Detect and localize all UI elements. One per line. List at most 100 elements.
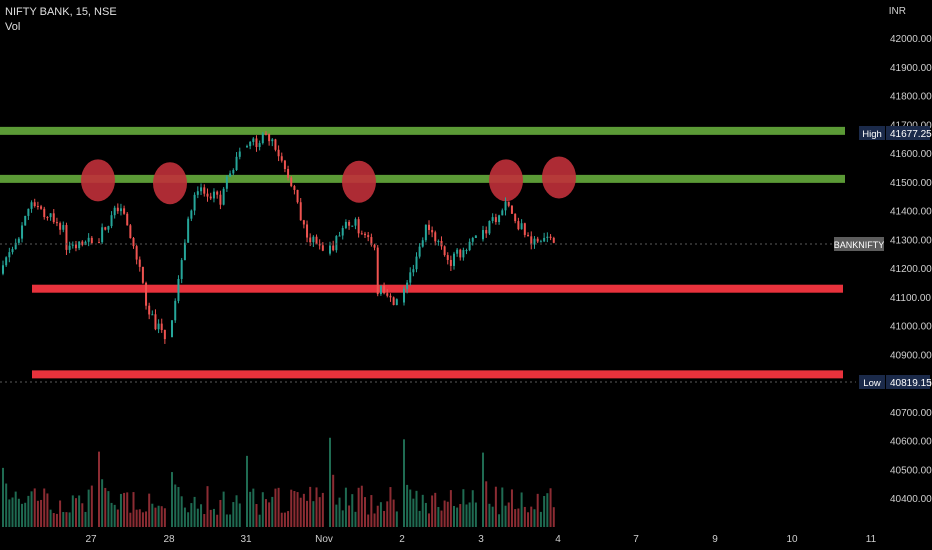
volume-bar — [246, 455, 248, 527]
candle — [123, 205, 126, 215]
resistance-line[interactable] — [0, 126, 845, 135]
price-tick-label: 41500.00 — [890, 178, 932, 189]
touch-marker-circle — [153, 162, 187, 205]
candle — [370, 233, 373, 247]
candle — [418, 243, 421, 259]
volume-indicator-label[interactable]: Vol — [5, 21, 21, 33]
volume-bar — [491, 506, 494, 527]
volume-bar — [459, 504, 462, 527]
price-marker-value-box — [886, 126, 930, 140]
price-marker-tag — [859, 375, 885, 389]
volume-bar — [409, 489, 412, 527]
volume-bar — [321, 492, 324, 527]
candle — [539, 239, 542, 243]
candle — [157, 319, 160, 334]
volume-bar — [145, 511, 148, 527]
candle — [268, 133, 271, 146]
volume-bar — [309, 486, 312, 527]
support-line[interactable] — [32, 284, 843, 293]
candle — [494, 213, 497, 225]
chart-symbol-title: NIFTY BANK, 15, NSE — [5, 6, 117, 18]
candle — [290, 176, 293, 188]
candle — [193, 192, 196, 216]
candle — [177, 275, 180, 304]
touch-marker-circle — [81, 159, 115, 202]
volume-bar — [222, 491, 225, 527]
candle — [428, 220, 430, 235]
volume-bar — [151, 503, 154, 527]
candle — [30, 200, 33, 213]
price-marker-value: 41677.25 — [890, 129, 932, 140]
candle — [533, 236, 536, 249]
candle — [471, 236, 474, 246]
candle — [507, 201, 510, 208]
candle — [409, 267, 412, 286]
candle — [174, 298, 177, 323]
candle — [33, 198, 36, 208]
volume-bar — [335, 504, 338, 527]
candle — [306, 220, 309, 243]
candle — [321, 242, 324, 252]
candle — [87, 233, 90, 247]
touch-marker-circle — [489, 159, 523, 202]
price-tick-label: 40900.00 — [890, 350, 932, 361]
candle — [183, 239, 186, 261]
candle — [383, 282, 386, 295]
candle — [49, 213, 52, 221]
candle — [110, 211, 113, 229]
time-tick-label: Nov — [315, 534, 333, 545]
price-marker-value-box — [886, 375, 930, 389]
volume-bar — [219, 499, 222, 527]
volume-bars — [2, 437, 555, 527]
volume-bar — [424, 502, 427, 527]
volume-bar — [55, 513, 58, 527]
time-tick-label: 4 — [555, 534, 561, 545]
candle — [148, 302, 151, 320]
volume-bar — [488, 503, 491, 527]
volume-bar — [49, 509, 52, 527]
candle — [107, 225, 110, 233]
volume-bar — [163, 508, 166, 527]
volume-bar — [107, 491, 110, 527]
time-axis: 27 28 31 Nov 2 3 4 7 9 10 11 — [85, 534, 876, 545]
symbol-tag — [834, 237, 884, 251]
candle — [135, 244, 138, 265]
candle — [277, 145, 280, 162]
price-tick-label: 42000.00 — [890, 34, 932, 45]
volume-bar — [21, 503, 24, 527]
time-tick-label: 27 — [85, 534, 97, 545]
volume-bar — [183, 507, 186, 527]
volume-bar — [196, 508, 199, 527]
candle — [101, 223, 104, 244]
candle — [453, 251, 455, 270]
volume-bar — [406, 484, 409, 527]
candle — [2, 260, 4, 276]
candle — [302, 219, 305, 229]
resistance-line[interactable] — [0, 174, 845, 183]
volume-bar — [344, 487, 347, 527]
volume-bar — [456, 507, 459, 527]
candle — [216, 190, 219, 199]
volume-bar — [453, 505, 455, 527]
volume-bar — [437, 507, 440, 527]
candle — [104, 226, 107, 231]
candle — [412, 264, 415, 277]
candle — [190, 209, 193, 222]
candle — [40, 204, 43, 210]
volume-bar — [296, 492, 299, 527]
volume-bar — [367, 514, 370, 527]
volume-bar — [190, 503, 193, 527]
volume-bar — [546, 493, 549, 527]
candle — [203, 184, 206, 197]
volume-bar — [287, 511, 290, 527]
candle — [406, 279, 409, 294]
price-tick-label: 40600.00 — [890, 437, 932, 448]
candle — [141, 266, 144, 285]
time-tick-label: 28 — [163, 534, 175, 545]
candle — [132, 237, 135, 249]
support-line[interactable] — [32, 370, 843, 379]
candle — [318, 239, 321, 250]
candle — [43, 206, 46, 220]
candle — [392, 296, 395, 306]
